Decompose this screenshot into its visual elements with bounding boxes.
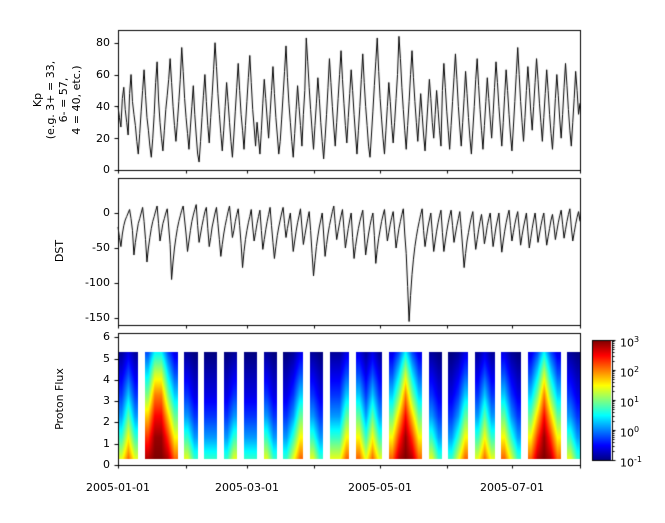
dst-ytick-label: -50 <box>92 241 110 254</box>
kp-axis-title: Kp (e.g. 3+ = 33, 6- = 57, 4 = 40, etc.) <box>31 38 83 162</box>
flux-ytick-label: 1 <box>103 437 110 450</box>
colorbar-tick-label: 101 <box>620 395 640 410</box>
kp-axis-title-line: Kp <box>31 92 44 108</box>
dst-axis-title: DST <box>53 239 66 263</box>
xtick-label: 2005-03-01 <box>215 481 279 494</box>
xtick-label: 2005-05-01 <box>348 481 412 494</box>
kp-ytick-label: 20 <box>96 132 110 145</box>
proton-flux-axis-title: Proton Flux <box>53 368 66 430</box>
kp-ytick-label: 40 <box>96 100 110 113</box>
flux-ytick-label: 6 <box>103 330 110 343</box>
colorbar-tick-label: 10-1 <box>620 455 642 470</box>
kp-ytick-label: 0 <box>103 163 110 176</box>
kp-ytick-label: 80 <box>96 36 110 49</box>
flux-ytick-label: 0 <box>103 458 110 471</box>
kp-axis-title-line: 6- = 57, <box>57 77 70 123</box>
xtick-label: 2005-07-01 <box>480 481 544 494</box>
xtick-label: 2005-01-01 <box>86 481 150 494</box>
kp-axis-title-line: (e.g. 3+ = 33, <box>44 60 57 140</box>
dst-ytick-label: 0 <box>103 206 110 219</box>
dst-ytick-label: -150 <box>85 311 110 324</box>
flux-ytick-label: 4 <box>103 373 110 386</box>
flux-ytick-label: 2 <box>103 415 110 428</box>
colorbar-tick-label: 103 <box>620 335 640 350</box>
colorbar-tick-label: 102 <box>620 365 640 380</box>
flux-ytick-label: 5 <box>103 352 110 365</box>
dst-ytick-label: -100 <box>85 276 110 289</box>
flux-ytick-label: 3 <box>103 394 110 407</box>
colorbar-tick-label: 100 <box>620 425 640 440</box>
kp-ytick-label: 60 <box>96 68 110 81</box>
